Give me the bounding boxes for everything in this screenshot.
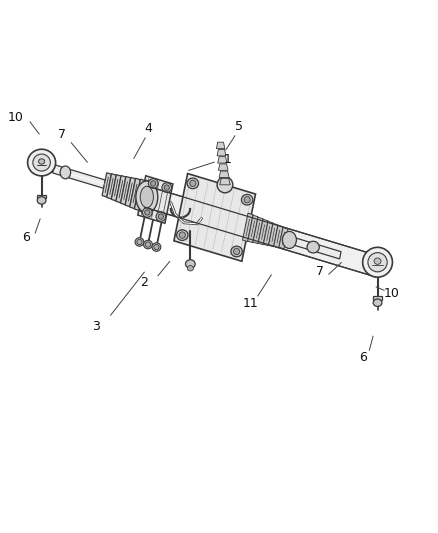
Ellipse shape [368, 253, 387, 272]
Ellipse shape [179, 232, 185, 238]
Polygon shape [373, 296, 382, 300]
Polygon shape [274, 225, 283, 248]
Ellipse shape [148, 179, 158, 188]
Ellipse shape [283, 231, 297, 248]
Polygon shape [111, 175, 121, 201]
Polygon shape [138, 176, 173, 223]
Polygon shape [216, 142, 225, 149]
Polygon shape [130, 178, 140, 208]
Ellipse shape [162, 183, 172, 192]
Ellipse shape [307, 241, 319, 253]
Polygon shape [53, 165, 105, 188]
Ellipse shape [231, 246, 242, 257]
Ellipse shape [154, 245, 159, 250]
Text: 2: 2 [141, 276, 148, 289]
Ellipse shape [233, 248, 240, 255]
Ellipse shape [187, 178, 198, 189]
Polygon shape [258, 219, 268, 245]
Ellipse shape [136, 181, 158, 213]
Ellipse shape [186, 260, 195, 268]
Polygon shape [263, 221, 273, 246]
Text: 3: 3 [92, 320, 100, 333]
Polygon shape [107, 174, 116, 199]
Ellipse shape [187, 265, 194, 271]
Ellipse shape [244, 197, 250, 203]
Ellipse shape [145, 210, 150, 215]
Ellipse shape [39, 159, 45, 164]
Text: 4: 4 [144, 123, 152, 135]
Text: 1: 1 [224, 154, 232, 166]
Polygon shape [253, 217, 263, 244]
Ellipse shape [177, 230, 188, 240]
Polygon shape [219, 171, 229, 177]
Ellipse shape [241, 195, 253, 205]
Polygon shape [243, 213, 253, 241]
Ellipse shape [164, 185, 170, 190]
Ellipse shape [145, 242, 151, 247]
Polygon shape [120, 176, 131, 205]
Polygon shape [174, 174, 255, 261]
Ellipse shape [142, 208, 152, 217]
Text: 7: 7 [58, 128, 66, 141]
Ellipse shape [28, 149, 56, 176]
Polygon shape [220, 179, 230, 185]
Ellipse shape [33, 154, 50, 171]
Polygon shape [218, 157, 227, 163]
Polygon shape [139, 180, 150, 212]
Text: 6: 6 [360, 351, 367, 364]
Ellipse shape [190, 180, 196, 187]
Text: 5: 5 [235, 120, 243, 133]
Polygon shape [290, 237, 341, 259]
Ellipse shape [156, 212, 166, 221]
Polygon shape [125, 177, 135, 207]
Ellipse shape [373, 299, 382, 306]
Text: 7: 7 [316, 265, 324, 278]
Polygon shape [145, 187, 380, 277]
Polygon shape [134, 179, 145, 211]
Polygon shape [217, 149, 226, 156]
Text: 11: 11 [243, 297, 258, 310]
Polygon shape [219, 164, 228, 171]
Polygon shape [37, 195, 46, 198]
Polygon shape [268, 223, 278, 247]
Ellipse shape [158, 214, 163, 219]
Polygon shape [279, 228, 288, 249]
Ellipse shape [151, 181, 156, 186]
Ellipse shape [217, 177, 233, 193]
Text: 10: 10 [384, 287, 400, 300]
Text: 6: 6 [22, 231, 30, 244]
Polygon shape [248, 215, 258, 243]
Ellipse shape [137, 239, 142, 245]
Ellipse shape [140, 187, 153, 208]
Ellipse shape [363, 247, 392, 277]
Ellipse shape [37, 197, 46, 204]
Ellipse shape [152, 243, 161, 252]
Ellipse shape [144, 240, 152, 249]
Text: 10: 10 [7, 111, 23, 124]
Polygon shape [116, 175, 126, 203]
Ellipse shape [60, 166, 71, 179]
Ellipse shape [374, 258, 381, 264]
Ellipse shape [135, 238, 144, 246]
Polygon shape [102, 173, 111, 197]
